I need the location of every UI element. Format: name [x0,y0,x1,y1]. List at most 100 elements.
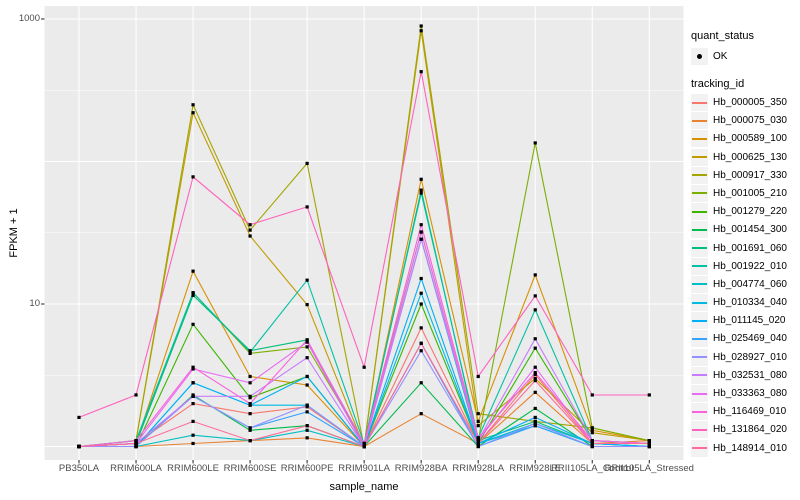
legend-item: Hb_000005_350 [691,94,799,111]
data-point [305,428,309,432]
x-tick-label: PB350LA [58,463,100,474]
data-point [476,412,480,416]
legend-item: Hb_001279_220 [691,203,799,221]
legend-item-label: Hb_000005_350 [713,97,787,108]
legend-key-swatch [691,421,708,439]
data-point [590,431,594,435]
x-tick-label: RRIM901LA [338,463,391,474]
data-point [533,390,537,394]
data-point [248,374,252,379]
legend-item: Hb_001922_010 [691,257,799,275]
legend-tracking-title: tracking_id [691,78,745,90]
legend-item-label: Hb_000075_030 [713,115,787,127]
legend-key-swatch [691,312,708,330]
legend-item: Hb_000075_030 [691,112,799,130]
data-point [419,341,423,345]
data-point [533,379,537,383]
data-point [476,424,480,428]
data-point [305,424,309,428]
x-tick-label: RRII105LA_Stressed [604,463,694,474]
data-point [533,141,537,145]
data-point [419,223,423,227]
data-point [305,403,309,407]
data-point [191,402,195,406]
legend-item-label: Hb_001279_220 [713,206,787,218]
legend-item-label: Hb_001922_010 [713,260,787,272]
y-axis-title: FPKM + 1 [8,208,20,258]
legend-key-swatch [691,184,708,202]
data-point [191,111,195,115]
legend-tracking-items: Hb_000005_350 Hb_000075_030 Hb_000589_100 H… [691,94,799,457]
data-point [191,419,195,424]
line-swatch-icon [692,210,707,213]
data-point [362,444,366,449]
data-point [191,381,195,385]
legend-item-label: Hb_001005_210 [713,187,787,199]
legend-key-swatch [691,385,708,402]
point-icon [697,54,702,59]
legend-key-swatch [691,239,708,257]
data-point [419,177,423,181]
data-point [533,337,537,341]
legend-item: Hb_028927_010 [691,348,799,366]
data-point [248,394,252,398]
line-swatch-icon [692,156,707,159]
data-point [476,436,480,440]
legend-item-label: Hb_116469_010 [713,406,787,418]
legend-item-label: Hb_000625_130 [713,151,787,163]
legend-item: Hb_001454_300 [691,221,799,239]
line-swatch-icon [692,174,707,177]
data-point [305,338,309,342]
x-tick-label: RRIM928LE [509,463,562,474]
data-point [305,345,309,349]
data-point [533,406,537,411]
data-point [647,439,651,443]
data-point [305,340,309,344]
data-point [134,441,138,446]
data-point [134,439,138,443]
data-point [77,415,81,420]
legend-key-swatch [691,403,708,421]
data-point [590,426,594,430]
data-point [134,444,138,449]
legend-key-swatch [691,330,708,348]
data-point [191,441,195,446]
data-point [533,421,537,426]
legend-item: Hb_032531_080 [691,366,799,384]
data-point [647,441,651,446]
data-point [134,393,138,397]
line-swatch-icon [692,283,707,286]
legend-item-label: Hb_011145_020 [713,315,786,327]
legend-item: Hb_131864_020 [691,421,799,439]
x-tick-label: RRIM928LA [452,463,505,474]
legend-item-label: Hb_131864_020 [713,424,787,436]
data-point [476,419,480,424]
legend-item-label: Hb_004774_060 [713,278,787,290]
data-point [305,410,309,414]
line-swatch-icon [692,265,707,268]
data-point [419,276,423,281]
data-point [590,441,594,446]
data-point [77,444,81,449]
legend-key-swatch [691,166,708,184]
legend-ok-key [691,48,708,65]
data-point [419,326,423,330]
line-swatch-icon [692,392,707,395]
data-point [191,367,195,371]
legend-item-label: Hb_001691_060 [713,242,787,254]
data-point [533,415,537,420]
x-tick-label: RRIM600LA [110,463,162,474]
data-point [248,381,252,385]
y-tick-label: 10 [29,298,40,309]
legend-item-label: Hb_010334_040 [713,297,787,309]
data-point [248,426,252,430]
legend-key-swatch [691,275,708,293]
data-point [590,428,594,432]
data-point [191,293,195,297]
data-point [305,356,309,360]
data-point [533,424,537,428]
legend-item-label: Hb_000917_330 [713,169,787,181]
data-point [590,439,594,443]
line-swatch-icon [692,337,707,340]
data-point [248,234,252,238]
